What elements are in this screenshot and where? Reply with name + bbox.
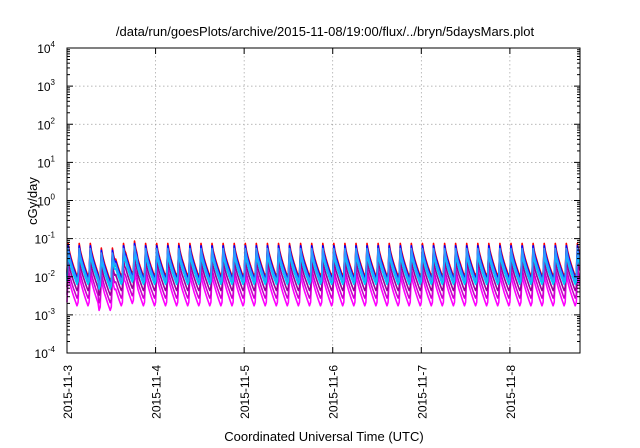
y-tick-label: 104 (37, 40, 55, 56)
y-tick-label: 10-2 (35, 269, 56, 285)
y-tick-label: 10-1 (35, 231, 56, 247)
plot-series (66, 240, 581, 312)
x-tick-label: 2015-11-3 (61, 365, 75, 419)
axis-ticks: 10-4 10-3 10-2 10-1 100 101 102 103 104 2015-11-3… (35, 40, 580, 419)
grid (67, 48, 580, 353)
y-axis-label: cGy/day (25, 177, 40, 225)
series-line (66, 263, 581, 304)
series-line (66, 245, 581, 286)
series-line (66, 270, 581, 312)
x-tick-label: 2015-11-8 (504, 365, 518, 419)
y-tick-label: 10-3 (35, 307, 56, 323)
x-tick-label: 2015-11-4 (150, 365, 164, 419)
x-tick-label: 2015-11-5 (238, 365, 252, 419)
y-tick-label: 103 (37, 78, 55, 94)
y-tick-label: 10-4 (35, 345, 56, 361)
y-tick-label: 100 (37, 193, 55, 209)
x-axis-label: Coordinated Universal Time (UTC) (224, 429, 423, 444)
x-tick-label: 2015-11-7 (415, 365, 429, 419)
chart-title: /data/run/goesPlots/archive/2015-11-08/1… (116, 24, 535, 39)
y-tick-label: 101 (37, 154, 55, 170)
series-line (66, 256, 581, 296)
y-tick-label: 102 (37, 116, 55, 132)
x-tick-label: 2015-11-6 (327, 365, 341, 419)
series-line (66, 250, 581, 290)
